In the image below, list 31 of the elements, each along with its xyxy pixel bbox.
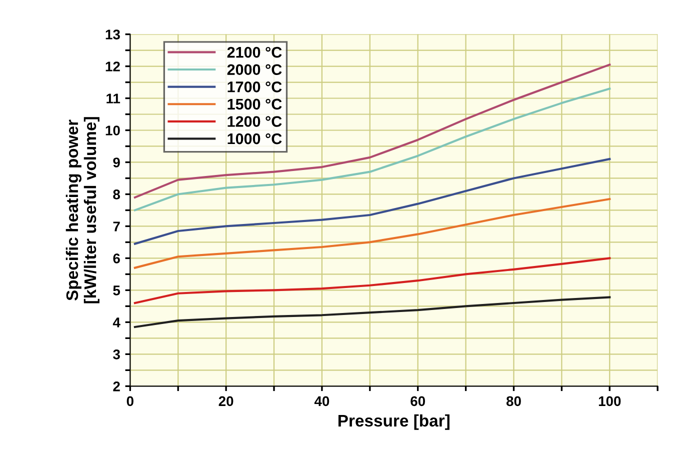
legend-label: 1500 °C bbox=[228, 98, 282, 110]
x-tick-label: 80 bbox=[506, 396, 521, 406]
y-tick-label: 2 bbox=[113, 382, 120, 392]
y-tick-label: 4 bbox=[112, 318, 120, 328]
legend-label: 2000 °C bbox=[227, 64, 282, 76]
legend-label: 1000 °C bbox=[228, 133, 282, 144]
y-tick-label: 5 bbox=[113, 286, 120, 296]
y-tick-label: 10 bbox=[106, 126, 120, 136]
x-tick-label: 60 bbox=[410, 396, 426, 406]
y-tick-label: 9 bbox=[113, 158, 120, 168]
y-tick-label: 12 bbox=[106, 62, 120, 72]
y-tick-label: 8 bbox=[113, 190, 120, 200]
y-tick-label: 11 bbox=[106, 94, 120, 104]
y-tick-label: 7 bbox=[113, 222, 120, 232]
legend-label: 1200 °C bbox=[228, 116, 282, 127]
x-tick-label: 0 bbox=[126, 396, 134, 406]
y-tick-label: 6 bbox=[113, 254, 120, 264]
x-tick-label: 100 bbox=[598, 396, 621, 406]
line-series bbox=[134, 296, 611, 328]
line-series bbox=[134, 257, 611, 304]
x-tick-label: 40 bbox=[314, 396, 330, 406]
y-tick-label: 13 bbox=[106, 30, 120, 40]
y-tick-label: 3 bbox=[113, 350, 120, 360]
line-series bbox=[134, 158, 611, 245]
x-tick-label: 20 bbox=[218, 396, 234, 406]
x-axis-title: Pressure [bar] bbox=[338, 414, 450, 430]
legend-label: 1700 °C bbox=[228, 81, 282, 92]
line-series bbox=[134, 198, 611, 269]
line-series bbox=[134, 64, 611, 198]
y-axis-title: Specific heating power [kW/liter useful volume] bbox=[66, 117, 100, 304]
legend-label: 2100 °C bbox=[227, 46, 282, 58]
